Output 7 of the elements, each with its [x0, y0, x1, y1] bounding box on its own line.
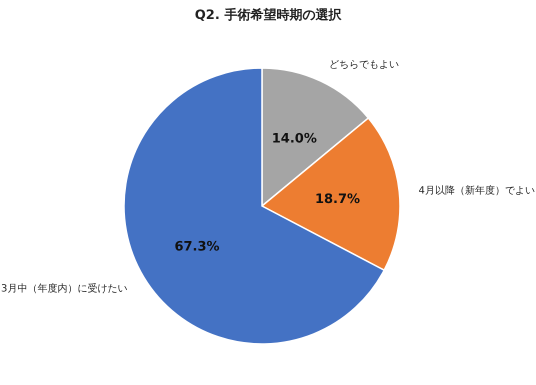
data-label: 18.7% — [314, 192, 360, 208]
data-label: 14.0% — [272, 131, 317, 146]
slice-label: どちらでもよい — [328, 60, 399, 71]
data-label: 67.3% — [174, 239, 220, 254]
slice-label: 3月中（年度内）に受けたい — [0, 282, 128, 294]
chart-title: Q2. 手術希望時期の選択 — [194, 7, 342, 23]
slice-label: 4月以降（新年度）でよい — [418, 184, 535, 197]
